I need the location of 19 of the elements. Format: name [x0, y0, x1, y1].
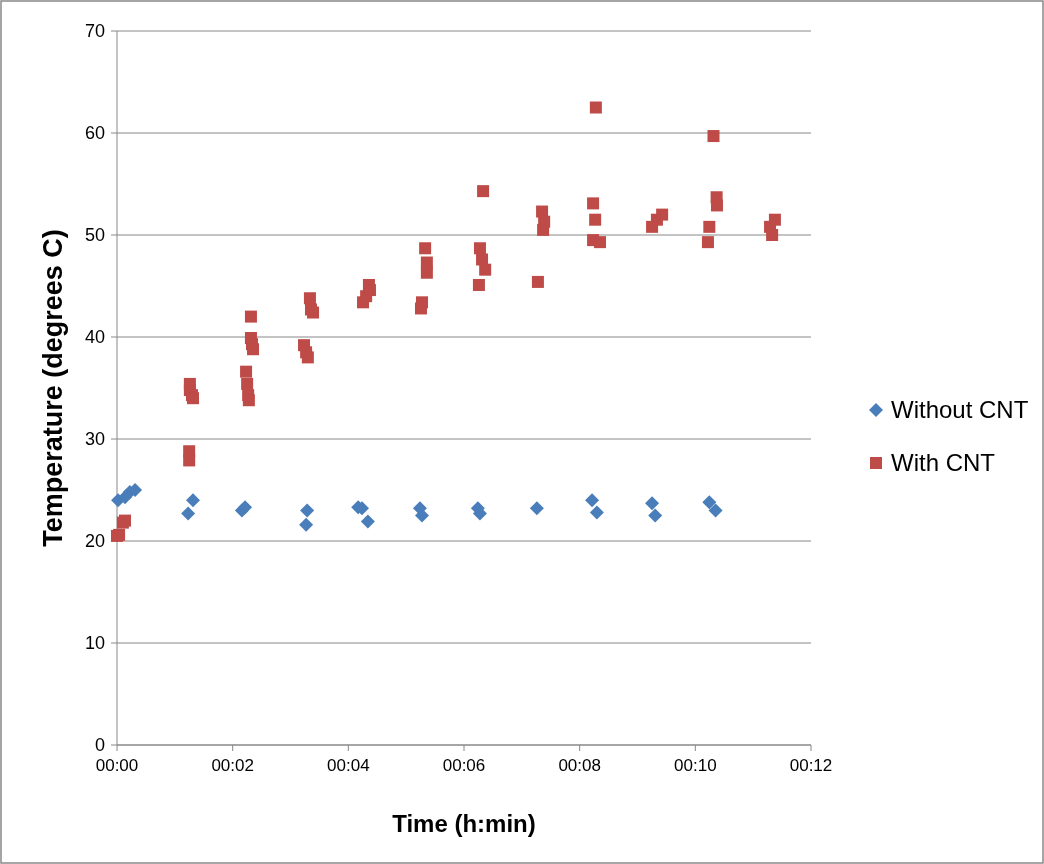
x-tick-label: 00:00 [95, 756, 139, 775]
x-tick-label: 00:12 [789, 756, 833, 775]
y-tick-label: 40 [84, 327, 105, 348]
legend-label: With CNT [891, 449, 996, 477]
y-tick-label: 50 [84, 225, 105, 246]
y-tick-label: 70 [84, 21, 105, 42]
y-tick-label: 20 [84, 531, 105, 552]
y-axis-title: Temperature (degrees C) [38, 229, 68, 547]
x-tick-label: 00:06 [442, 756, 486, 775]
y-tick-label: 30 [84, 429, 105, 450]
legend-label: Without CNT [891, 396, 1029, 424]
y-tick-label: 10 [84, 633, 105, 654]
x-axis-title: Time (h:min) [392, 810, 536, 837]
x-tick-label: 00:02 [211, 756, 254, 775]
x-tick-label: 00:10 [674, 756, 717, 775]
y-tick-label: 60 [84, 123, 105, 144]
x-tick-label: 00:04 [327, 756, 370, 775]
y-tick-label: 0 [94, 735, 105, 756]
x-tick-label: 00:08 [558, 756, 601, 775]
